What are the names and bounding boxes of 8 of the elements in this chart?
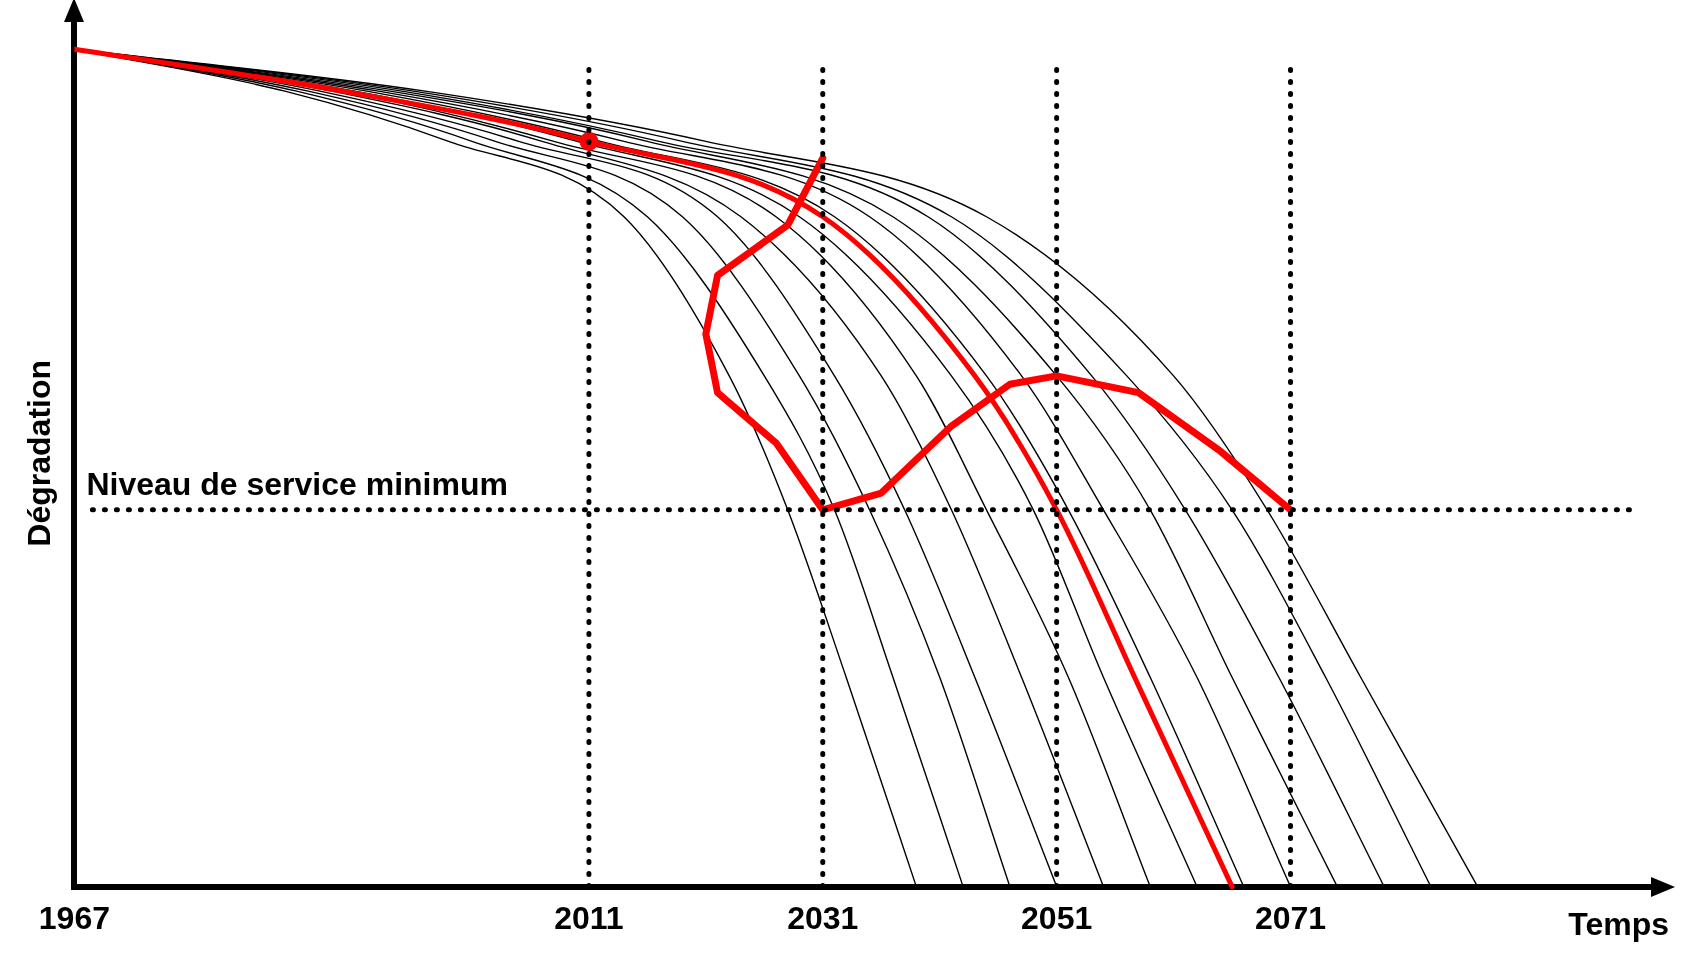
x-axis-title: Temps xyxy=(1568,906,1669,943)
ref-line-label: Niveau de service minimum xyxy=(86,465,508,502)
y-axis-title: Dégradation xyxy=(21,359,58,547)
x-tick-label: 2031 xyxy=(787,899,859,936)
x-tick-label: 2051 xyxy=(1021,899,1093,936)
x-tick-label: 2071 xyxy=(1254,899,1327,936)
x-tick-label: 2011 xyxy=(554,899,624,936)
x-tick-label: 1967 xyxy=(38,899,110,936)
